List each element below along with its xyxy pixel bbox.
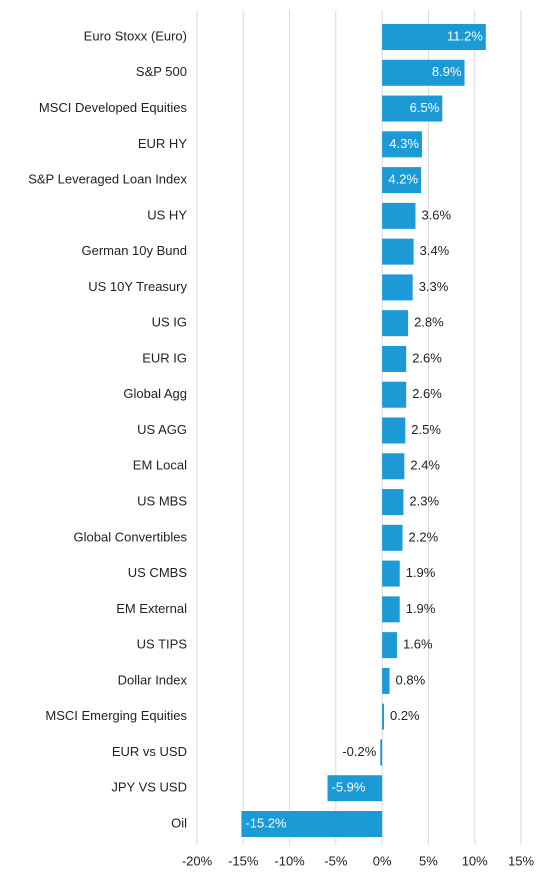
bar bbox=[380, 739, 383, 766]
value-label: 2.6% bbox=[412, 350, 442, 365]
category-label: US AGG bbox=[137, 422, 187, 437]
category-label: US TIPS bbox=[137, 637, 188, 652]
bar bbox=[241, 811, 383, 837]
category-label: EM Local bbox=[133, 458, 187, 473]
bar bbox=[382, 524, 403, 551]
value-label: 2.4% bbox=[410, 458, 440, 473]
value-label: 3.6% bbox=[421, 207, 451, 222]
category-label: EUR HY bbox=[138, 136, 187, 151]
value-label: -0.2% bbox=[342, 744, 376, 759]
value-label: 6.5% bbox=[410, 100, 440, 115]
value-label: 1.9% bbox=[406, 565, 436, 580]
x-tick-label: -5% bbox=[324, 853, 348, 868]
category-label: US CMBS bbox=[128, 565, 188, 580]
value-label: -5.9% bbox=[332, 780, 366, 795]
value-label: 3.3% bbox=[419, 279, 449, 294]
value-label: -15.2% bbox=[245, 815, 287, 830]
value-label: 4.3% bbox=[389, 136, 419, 151]
category-label: Global Agg bbox=[123, 386, 187, 401]
bar bbox=[382, 632, 397, 659]
bar bbox=[382, 489, 404, 516]
category-label: Global Convertibles bbox=[74, 529, 188, 544]
value-label: 2.6% bbox=[412, 386, 442, 401]
category-label: Oil bbox=[171, 815, 187, 830]
value-label: 8.9% bbox=[432, 64, 462, 79]
bar bbox=[382, 453, 405, 480]
category-label: Dollar Index bbox=[118, 672, 188, 687]
bar bbox=[382, 310, 409, 337]
value-label: 11.2% bbox=[447, 28, 483, 43]
bar bbox=[382, 95, 443, 122]
bar bbox=[382, 345, 407, 372]
category-label: JPY VS USD bbox=[111, 780, 187, 795]
bar bbox=[382, 24, 486, 50]
value-label: 2.8% bbox=[414, 315, 444, 330]
x-tick-label: -20% bbox=[182, 853, 213, 868]
x-tick-label: 15% bbox=[508, 853, 534, 868]
value-label: 1.9% bbox=[406, 601, 436, 616]
category-label: MSCI Emerging Equities bbox=[45, 708, 187, 723]
value-label: 0.8% bbox=[396, 672, 426, 687]
value-label: 2.3% bbox=[409, 493, 439, 508]
bar bbox=[382, 560, 400, 587]
x-tick-label: -15% bbox=[228, 853, 259, 868]
bar bbox=[382, 131, 422, 158]
bar bbox=[382, 381, 407, 408]
bar bbox=[382, 703, 384, 730]
bar bbox=[382, 59, 465, 86]
category-label: EUR vs USD bbox=[112, 744, 187, 759]
category-label: US 10Y Treasury bbox=[88, 279, 187, 294]
bar bbox=[327, 775, 383, 802]
bar bbox=[382, 596, 400, 623]
bar bbox=[382, 417, 406, 444]
category-label: EUR IG bbox=[142, 350, 187, 365]
x-tick-label: 5% bbox=[419, 853, 438, 868]
category-label: EM External bbox=[116, 601, 187, 616]
category-label: S&P 500 bbox=[136, 64, 187, 79]
category-label: US HY bbox=[147, 207, 187, 222]
x-tick-label: 0% bbox=[373, 853, 392, 868]
category-label: Euro Stoxx (Euro) bbox=[84, 28, 187, 43]
value-label: 3.4% bbox=[420, 243, 450, 258]
x-tick-label: -10% bbox=[274, 853, 305, 868]
bar bbox=[382, 167, 422, 194]
x-tick-label: 10% bbox=[462, 853, 488, 868]
value-label: 0.2% bbox=[390, 708, 420, 723]
bar bbox=[382, 667, 390, 694]
bar bbox=[382, 202, 416, 229]
value-label: 4.2% bbox=[388, 172, 418, 187]
category-label: US MBS bbox=[137, 493, 187, 508]
category-label: S&P Leveraged Loan Index bbox=[28, 172, 187, 187]
value-label: 2.2% bbox=[409, 529, 439, 544]
category-label: German 10y Bund bbox=[81, 243, 187, 258]
value-label: 2.5% bbox=[411, 422, 441, 437]
category-label: US IG bbox=[152, 315, 187, 330]
value-label: 1.6% bbox=[403, 637, 433, 652]
category-label: MSCI Developed Equities bbox=[39, 100, 188, 115]
bar bbox=[382, 238, 414, 265]
bar bbox=[382, 274, 413, 301]
